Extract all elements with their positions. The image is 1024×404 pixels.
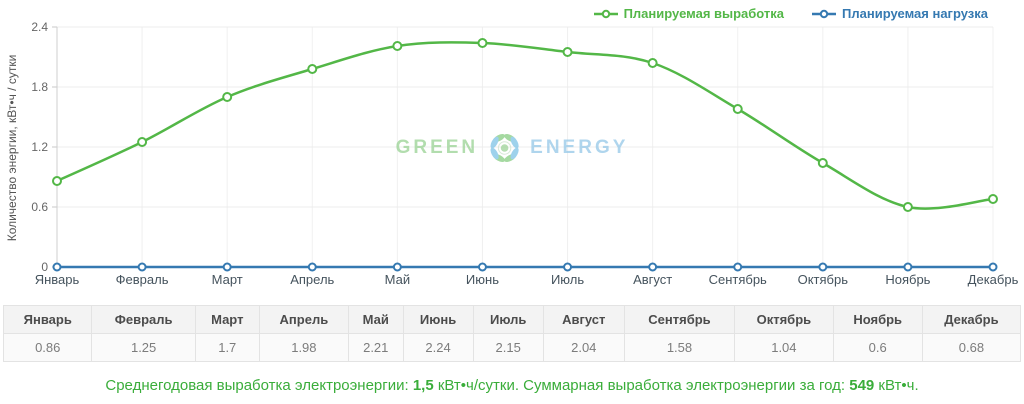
table-value-cell: 1.58 <box>623 333 736 362</box>
table-value-cell: 0.6 <box>832 333 923 362</box>
table-header-row: Январь Февраль Март Апрель Май Июнь Июль Август… <box>2 305 1022 334</box>
y-tick-label: 0 <box>41 260 48 274</box>
data-point-marker <box>647 58 658 68</box>
x-axis-label: Июнь <box>466 272 499 287</box>
chart-canvas: 0 0.6 1.2 1.8 2.4 Январь Февраль Март Апрель Май И… <box>31 20 1019 287</box>
summary-total-value: 549 <box>849 377 875 394</box>
y-tick-label: 0.6 <box>31 200 48 214</box>
x-axis-label: Май <box>385 272 410 287</box>
data-point-marker <box>307 64 318 74</box>
data-point-marker <box>392 262 402 272</box>
x-axis-label: Октябрь <box>798 272 849 287</box>
x-axis-label: Сентябрь <box>709 272 767 287</box>
legend-label: Планируемая нагрузка <box>842 6 988 21</box>
data-point-marker <box>902 202 913 212</box>
data-point-marker <box>648 262 658 272</box>
legend-item-load[interactable]: Планируемая нагрузка <box>812 6 988 21</box>
data-point-marker <box>733 262 743 272</box>
data-point-marker <box>988 194 998 204</box>
data-point-marker <box>52 262 62 272</box>
table-value-cell: 1.7 <box>194 333 260 362</box>
data-point-marker <box>732 104 743 114</box>
table-value-cell: 1.04 <box>734 333 834 362</box>
table-header-cell: Октябрь <box>734 305 834 334</box>
table-value-cell: 1.25 <box>91 333 196 362</box>
table-value-cell: 2.24 <box>402 333 474 362</box>
data-point-marker <box>563 262 573 272</box>
table-value-cell: 1.98 <box>258 333 350 362</box>
line-marker-icon <box>812 9 837 18</box>
x-axis-label: Февраль <box>116 272 169 287</box>
table-header-cell: Февраль <box>91 305 196 334</box>
table-value-cell: 2.15 <box>472 333 544 362</box>
table-value-cell: 0.68 <box>921 333 1022 362</box>
table-header-cell: Июль <box>472 305 544 334</box>
monthly-generation-table: Январь Февраль Март Апрель Май Июнь Июль Август… <box>2 305 1022 362</box>
x-axis-label: Апрель <box>290 272 334 287</box>
data-point-marker <box>562 47 573 57</box>
data-point-marker <box>817 158 828 168</box>
table-value-cell: 2.04 <box>542 333 625 362</box>
table-header-cell: Январь <box>2 305 93 334</box>
chart-legend: Планируемая выработка Планируемая нагруз… <box>593 6 988 21</box>
data-point-marker <box>903 262 913 272</box>
annual-summary-text: Среднегодовая выработка электроэнергии: … <box>0 377 1024 394</box>
data-point-marker <box>477 262 487 272</box>
x-axis-label: Июль <box>551 272 584 287</box>
summary-avg-value: 1,5 <box>412 377 434 394</box>
table-header-cell: Ноябрь <box>832 305 923 334</box>
x-axis-label: Январь <box>35 272 80 287</box>
summary-part2: кВт•ч/сутки. Суммарная выработка электро… <box>433 377 850 394</box>
table-header-cell: Июнь <box>402 305 474 334</box>
chart: 0 0.6 1.2 1.8 2.4 Январь Февраль Март Апрель Май И… <box>5 6 1019 287</box>
data-point-marker <box>307 262 317 272</box>
summary-part1: Среднегодовая выработка электроэнергии: <box>105 377 413 394</box>
x-axis-label: Декабрь <box>968 272 1019 287</box>
x-axis-label: Август <box>633 272 672 287</box>
data-point-marker <box>477 38 488 48</box>
table-header-cell: Апрель <box>258 305 350 334</box>
legend-label: Планируемая выработка <box>623 6 785 21</box>
data-point-marker <box>222 262 232 272</box>
table-header-cell: Август <box>542 305 625 334</box>
table-header-cell: Март <box>194 305 260 334</box>
y-tick-label: 2.4 <box>31 20 48 34</box>
summary-part3: кВт•ч. <box>874 377 919 394</box>
data-point-marker <box>52 176 62 186</box>
x-axis-label: Март <box>212 272 243 287</box>
x-axis-label: Ноябрь <box>885 272 930 287</box>
table-header-cell: Сентябрь <box>623 305 736 334</box>
legend-item-generation[interactable]: Планируемая выработка <box>593 6 785 21</box>
data-point-marker <box>818 262 828 272</box>
table-header-cell: Декабрь <box>921 305 1022 334</box>
data-point-marker <box>392 41 403 51</box>
y-tick-label: 1.2 <box>31 140 48 154</box>
table-value-cell: 2.21 <box>348 333 404 362</box>
data-point-marker <box>988 262 998 272</box>
y-tick-label: 1.8 <box>31 80 48 94</box>
data-point-marker <box>222 92 233 102</box>
line-marker-icon <box>593 9 618 18</box>
data-point-marker <box>137 137 148 147</box>
table-header-cell: Май <box>348 305 404 334</box>
table-value-row: 0.86 1.25 1.7 1.98 2.21 2.24 2.15 2.04 1.58 1.04 0… <box>2 333 1022 362</box>
table-value-cell: 0.86 <box>2 333 93 362</box>
data-point-marker <box>137 262 147 272</box>
series-line <box>56 41 994 210</box>
y-axis-title: Количество энергии, кВт•ч / сутки <box>5 54 19 242</box>
